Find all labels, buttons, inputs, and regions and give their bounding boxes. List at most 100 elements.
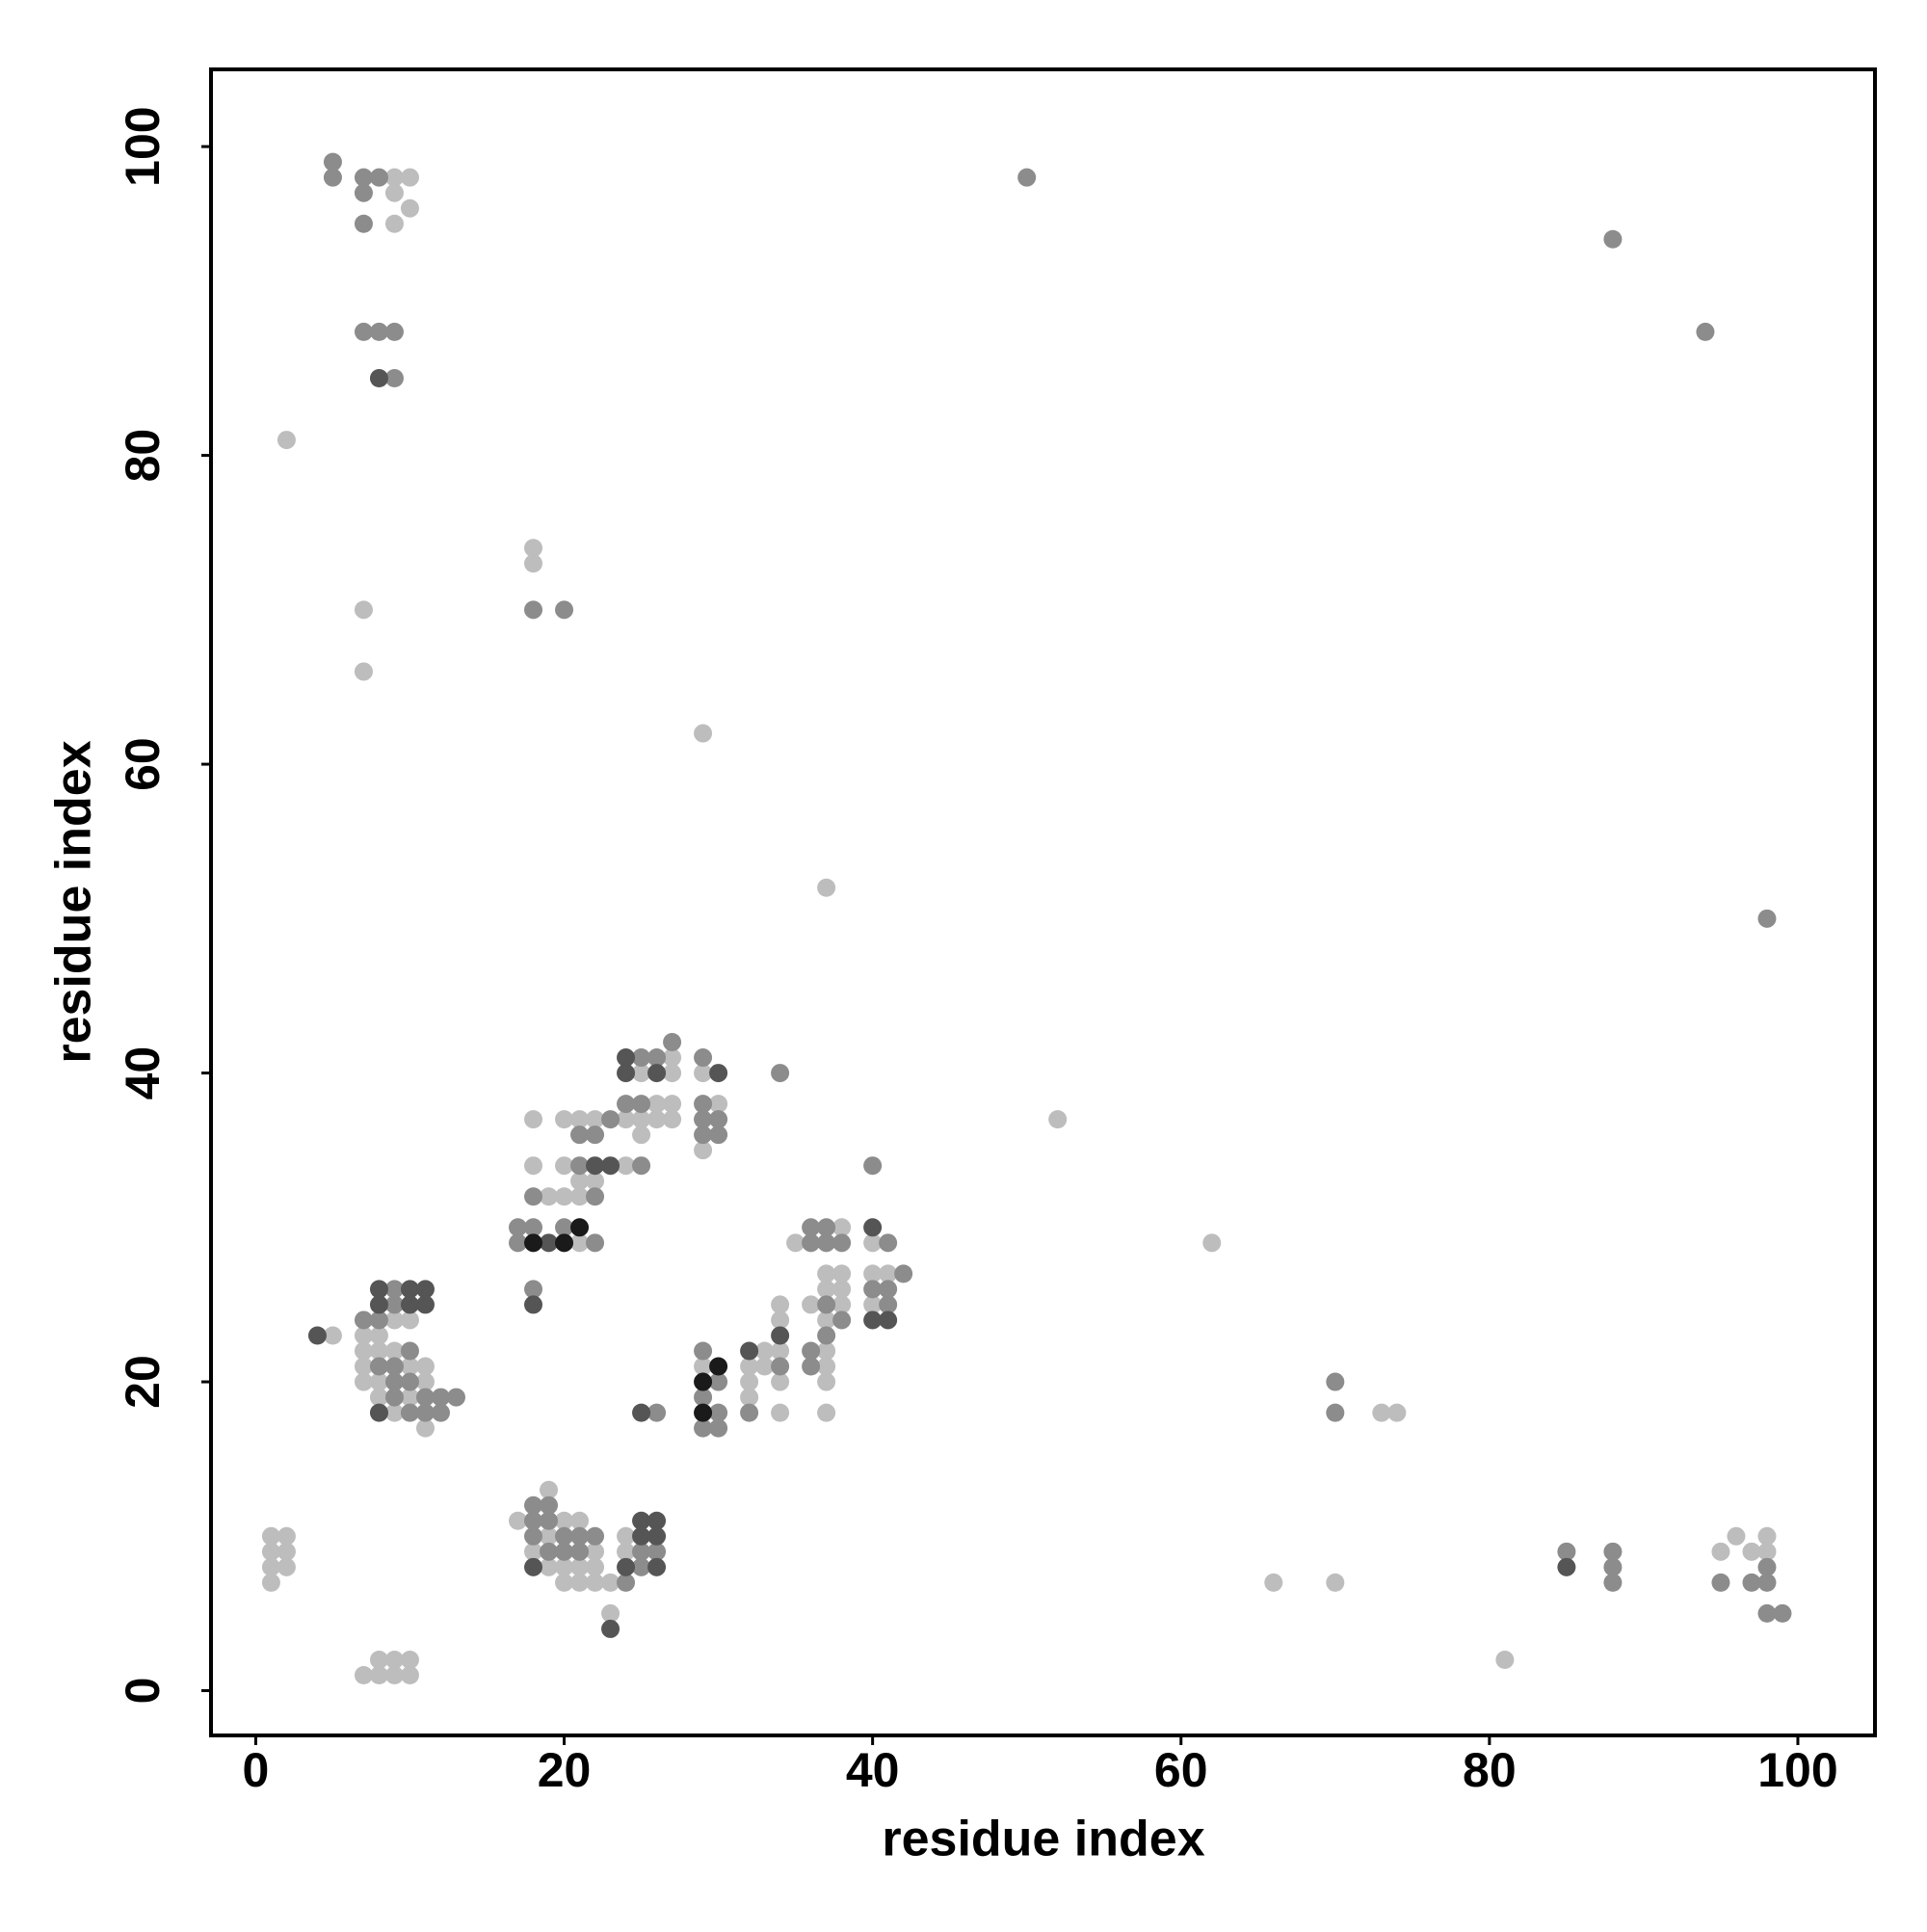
contact-point: [647, 1095, 667, 1114]
contact-point: [509, 1218, 528, 1237]
contact-point: [709, 1403, 728, 1422]
contact-point: [1557, 1557, 1576, 1576]
contact-point: [817, 1341, 836, 1361]
contact-point: [709, 1418, 728, 1438]
y-tick-label: 100: [116, 106, 170, 186]
contact-point: [632, 1095, 651, 1114]
contact-point: [354, 1326, 373, 1345]
contact-point: [802, 1218, 821, 1237]
contact-point: [415, 1280, 435, 1299]
contact-point: [369, 368, 388, 387]
contact-point: [555, 1557, 574, 1576]
contact-point: [694, 1048, 713, 1068]
contact-point: [832, 1233, 852, 1253]
contact-point: [632, 1048, 651, 1068]
contact-point: [384, 214, 404, 233]
contact-point: [771, 1295, 790, 1314]
contact-point: [415, 1418, 435, 1438]
contact-point: [400, 1372, 419, 1391]
contact-point: [817, 1403, 836, 1422]
contact-point: [601, 1156, 620, 1176]
contact-point: [354, 1372, 373, 1391]
contact-point: [555, 1573, 574, 1592]
contact-point: [802, 1233, 821, 1253]
contact-point: [400, 1403, 419, 1422]
contact-point: [555, 1511, 574, 1530]
contact-point: [694, 1357, 713, 1376]
contact-point: [832, 1310, 852, 1330]
contact-point: [771, 1372, 790, 1391]
contact-point: [617, 1573, 636, 1592]
contact-point: [524, 1187, 543, 1206]
contact-point: [524, 1233, 543, 1253]
contact-point: [617, 1048, 636, 1068]
contact-point: [694, 1095, 713, 1114]
contact-point: [369, 1310, 388, 1330]
contact-point: [524, 1110, 543, 1129]
contact-point: [817, 878, 836, 897]
contact-point: [384, 1666, 404, 1685]
y-tick-label: 60: [116, 737, 170, 791]
contact-point: [415, 1372, 435, 1391]
contact-point: [617, 1156, 636, 1176]
contact-point: [1326, 1403, 1345, 1422]
contact-point: [802, 1295, 821, 1314]
contact-point: [400, 1666, 419, 1685]
contact-point: [771, 1341, 790, 1361]
plot-frame: [209, 67, 1877, 1737]
contact-point: [1603, 229, 1623, 249]
x-tick-label: 0: [243, 1743, 270, 1797]
contact-point: [384, 1403, 404, 1422]
contact-point: [632, 1526, 651, 1546]
contact-point: [663, 1095, 682, 1114]
contact-point: [277, 431, 296, 450]
contact-point: [617, 1095, 636, 1114]
contact-point: [307, 1326, 327, 1345]
contact-point: [694, 1341, 713, 1361]
contact-point: [570, 1511, 590, 1530]
contact-point: [1387, 1403, 1407, 1422]
contact-point: [709, 1125, 728, 1145]
contact-point: [524, 1542, 543, 1561]
contact-point: [261, 1526, 280, 1546]
contact-point: [1727, 1526, 1746, 1546]
contact-point: [540, 1557, 559, 1576]
contact-point: [570, 1526, 590, 1546]
contact-point: [1603, 1557, 1623, 1576]
contact-point: [694, 1388, 713, 1407]
contact-point: [540, 1233, 559, 1253]
contact-point: [509, 1233, 528, 1253]
contact-point: [879, 1280, 898, 1299]
contact-point: [323, 1326, 342, 1345]
contact-point: [369, 1650, 388, 1669]
contact-point: [400, 1650, 419, 1669]
contact-point: [354, 1341, 373, 1361]
contact-point: [400, 168, 419, 187]
contact-point: [570, 1156, 590, 1176]
contact-point: [632, 1403, 651, 1422]
contact-point: [354, 1357, 373, 1376]
contact-point: [555, 1218, 574, 1237]
contact-point: [601, 1603, 620, 1623]
contact-point: [524, 539, 543, 558]
contact-point: [740, 1388, 759, 1407]
contact-point: [524, 1280, 543, 1299]
contact-point: [632, 1511, 651, 1530]
contact-point: [894, 1264, 913, 1284]
x-tick-label: 100: [1757, 1743, 1837, 1797]
contact-point: [555, 1233, 574, 1253]
contact-point: [415, 1295, 435, 1314]
contact-point: [384, 322, 404, 341]
contact-point: [524, 1218, 543, 1237]
contact-point: [431, 1388, 450, 1407]
contact-point: [540, 1542, 559, 1561]
contact-point: [740, 1372, 759, 1391]
contact-point: [632, 1542, 651, 1561]
contact-point: [323, 152, 342, 172]
contact-point: [369, 1372, 388, 1391]
contact-point: [400, 1388, 419, 1407]
x-tick-label: 80: [1463, 1743, 1517, 1797]
contact-point: [694, 1125, 713, 1145]
